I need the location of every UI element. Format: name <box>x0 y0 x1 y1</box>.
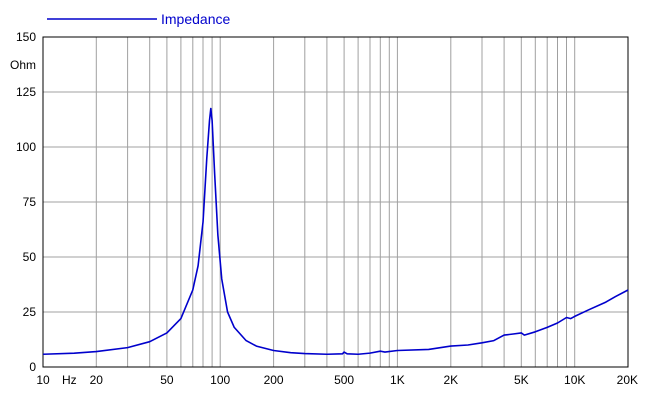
x-tick-label: 10 <box>36 373 50 387</box>
x-tick-label: 20K <box>617 373 638 387</box>
grid-lines <box>43 37 628 367</box>
plot-frame <box>42 36 629 368</box>
legend: Impedance <box>47 11 230 27</box>
legend-label-impedance: Impedance <box>161 11 230 27</box>
x-tick-label: 5K <box>514 373 529 387</box>
x-axis-ticks: 10 20 50 100 200 500 1K 2K 5K 10K 20K <box>36 373 638 387</box>
y-tick-label: 25 <box>23 305 37 319</box>
x-tick-label: 500 <box>334 373 354 387</box>
x-tick-label: 2K <box>443 373 458 387</box>
y-axis-unit-label: Ohm <box>10 58 36 72</box>
x-tick-label: 100 <box>210 373 230 387</box>
y-tick-label: 75 <box>23 195 37 209</box>
x-tick-label: 20 <box>90 373 104 387</box>
series-line-impedance <box>42 107 629 356</box>
y-tick-label: 0 <box>29 360 36 374</box>
series-layer <box>42 107 629 356</box>
y-tick-label: 50 <box>23 250 37 264</box>
x-tick-label: 200 <box>264 373 284 387</box>
y-tick-label: 100 <box>16 140 36 154</box>
x-tick-label: 10K <box>564 373 585 387</box>
x-axis-unit-label: Hz <box>62 373 77 387</box>
x-tick-label: 50 <box>160 373 174 387</box>
x-tick-label: 1K <box>390 373 405 387</box>
y-tick-label: 150 <box>16 30 36 44</box>
y-tick-label: 125 <box>16 85 36 99</box>
y-axis-ticks: 0 25 50 75 100 125 150 <box>16 30 36 374</box>
